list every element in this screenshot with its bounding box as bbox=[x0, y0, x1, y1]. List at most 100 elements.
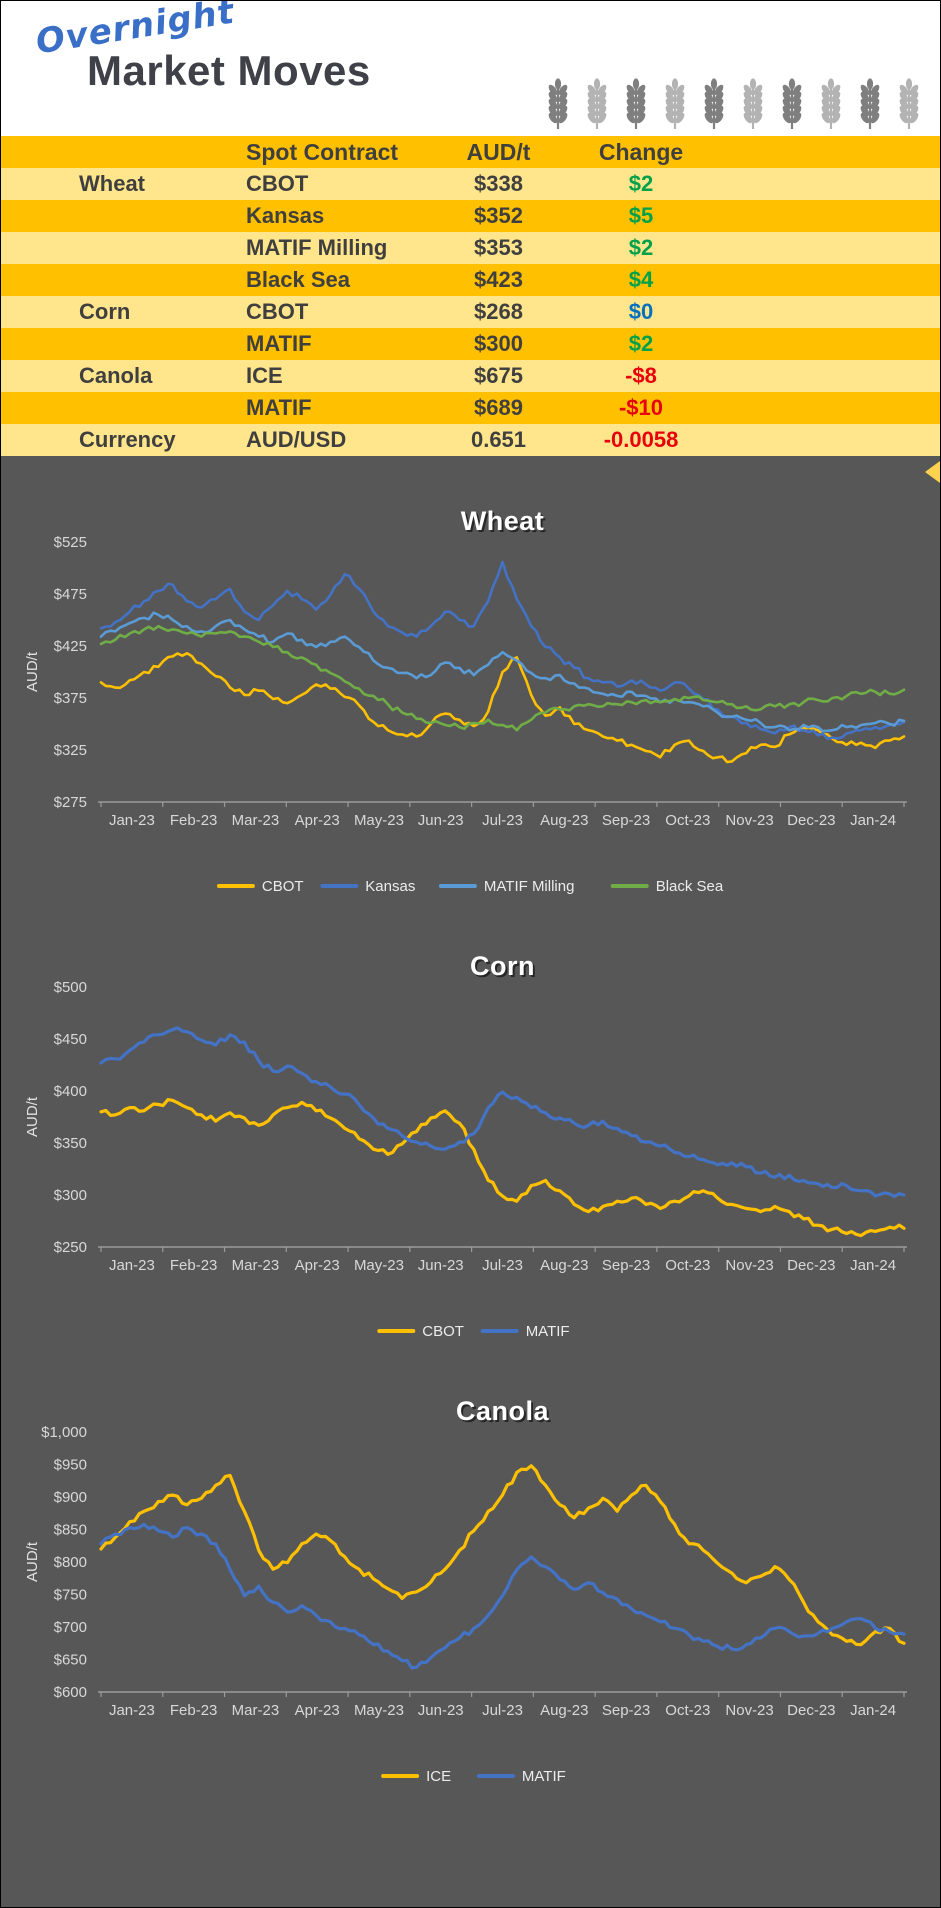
x-tick-label: Apr-23 bbox=[295, 812, 340, 829]
canola-chart-svg: $600 $650 $700 $750 $800 $850 $900 $950 $1,000 AU… bbox=[24, 1396, 907, 1785]
y-tick-label: $275 bbox=[54, 794, 87, 811]
legend-label: MATIF bbox=[522, 1768, 566, 1785]
table-header-spot-contract: Spot Contract bbox=[246, 138, 399, 165]
legend-item-matif-milling: MATIF Milling bbox=[438, 878, 575, 895]
wheat-chart-svg: $275 $325 $375 $425 $475 $525 AUD/t Jan-23 Feb-2… bbox=[24, 506, 907, 895]
commodity-group-label: Canola bbox=[79, 363, 153, 388]
wheat-ear-icon bbox=[704, 78, 724, 129]
y-tick-label: $850 bbox=[54, 1522, 87, 1539]
series-line-matif bbox=[99, 1026, 906, 1199]
chart-title-shadow: Canola bbox=[458, 1398, 552, 1428]
y-axis-title: AUD/t bbox=[24, 651, 41, 692]
contract-label: Kansas bbox=[246, 203, 325, 228]
wheat-chart: $275 $325 $375 $425 $475 $525 AUD/t Jan-23 Feb-2… bbox=[1, 484, 940, 929]
price-value: $689 bbox=[474, 395, 523, 420]
contract-label: MATIF Milling bbox=[246, 235, 388, 260]
y-tick-label: $950 bbox=[54, 1457, 87, 1474]
corner-accent bbox=[925, 461, 940, 483]
y-tick-label: $650 bbox=[54, 1652, 87, 1669]
y-tick-label: $300 bbox=[54, 1187, 87, 1204]
charts-section: $275 $325 $375 $425 $475 $525 AUD/t Jan-23 Feb-2… bbox=[1, 456, 940, 1907]
table-row: Currency AUD/USD 0.651 -0.0058 bbox=[1, 424, 940, 456]
x-tick-label: Apr-23 bbox=[295, 1257, 340, 1274]
price-value: $675 bbox=[474, 363, 523, 388]
table-header-row: Spot Contract AUD/t Change bbox=[1, 136, 940, 168]
wheat-ear-icon bbox=[821, 78, 841, 129]
legend-item-kansas: Kansas bbox=[320, 878, 415, 895]
wheat-ear-icon bbox=[743, 78, 763, 129]
x-tick-label: Jun-23 bbox=[418, 1702, 464, 1719]
legend-item-cbot: CBOT bbox=[377, 1323, 464, 1340]
x-tick-label: Aug-23 bbox=[540, 1257, 588, 1274]
y-tick-label: $800 bbox=[54, 1554, 87, 1571]
x-tick-label: Apr-23 bbox=[295, 1702, 340, 1719]
change-value: $4 bbox=[628, 267, 654, 292]
y-axis-title: AUD/t bbox=[24, 1096, 41, 1137]
table-row: MATIF $689 -$10 bbox=[1, 392, 940, 424]
x-tick-label: Mar-23 bbox=[232, 1257, 280, 1274]
x-tick-label: Oct-23 bbox=[665, 1257, 710, 1274]
contract-label: ICE bbox=[246, 363, 283, 388]
y-tick-label: $525 bbox=[54, 534, 87, 551]
table-header-change: Change bbox=[598, 138, 684, 165]
x-tick-label: Sep-23 bbox=[602, 812, 650, 829]
chart-title-shadow: Corn bbox=[472, 953, 537, 983]
wheat-icons bbox=[545, 78, 922, 132]
wheat-ear-icon bbox=[899, 78, 919, 129]
x-tick-label: Sep-23 bbox=[602, 1257, 650, 1274]
series-line-matif bbox=[99, 1522, 906, 1670]
x-tick-label: Feb-23 bbox=[170, 1257, 218, 1274]
y-tick-label: $350 bbox=[54, 1135, 87, 1152]
price-value: $423 bbox=[474, 267, 523, 292]
change-value: -0.0058 bbox=[603, 427, 679, 452]
table-row: Canola ICE $675 -$8 bbox=[1, 360, 940, 392]
legend-label: CBOT bbox=[422, 1323, 464, 1340]
price-value: 0.651 bbox=[470, 427, 527, 452]
x-tick-label: Nov-23 bbox=[725, 1257, 773, 1274]
report-header: Overnight Market Moves bbox=[1, 1, 940, 136]
table-row: Kansas $352 $5 bbox=[1, 200, 940, 232]
chart-title: Corn bbox=[470, 951, 535, 981]
x-tick-label: Nov-23 bbox=[725, 812, 773, 829]
wheat-ear-icon bbox=[665, 78, 685, 129]
chart-title: Wheat bbox=[461, 506, 545, 536]
y-tick-label: $750 bbox=[54, 1587, 87, 1604]
y-tick-label: $425 bbox=[54, 638, 87, 655]
y-tick-label: $325 bbox=[54, 742, 87, 759]
x-tick-label: Feb-23 bbox=[170, 1702, 218, 1719]
x-tick-label: Jan-23 bbox=[109, 1702, 155, 1719]
y-tick-label: $1,000 bbox=[41, 1424, 87, 1441]
wheat-ear-icon bbox=[782, 78, 802, 129]
change-value: $2 bbox=[628, 331, 654, 356]
chart-title-shadow: Wheat bbox=[463, 508, 547, 538]
x-tick-label: Nov-23 bbox=[725, 1702, 773, 1719]
legend-item-matif: MATIF bbox=[480, 1323, 570, 1340]
y-tick-label: $400 bbox=[54, 1083, 87, 1100]
x-tick-label: May-23 bbox=[354, 1702, 404, 1719]
y-tick-label: $700 bbox=[54, 1619, 87, 1636]
table-row: Corn CBOT $268 $0 bbox=[1, 296, 940, 328]
price-value: $352 bbox=[474, 203, 523, 228]
y-tick-label: $900 bbox=[54, 1489, 87, 1506]
x-tick-label: Jan-24 bbox=[850, 1702, 896, 1719]
y-tick-label: $250 bbox=[54, 1239, 87, 1256]
x-tick-label: Dec-23 bbox=[787, 812, 835, 829]
contract-label: AUD/USD bbox=[246, 427, 347, 452]
x-tick-label: Jan-24 bbox=[850, 812, 896, 829]
table-row: MATIF $300 $2 bbox=[1, 328, 940, 360]
y-tick-label: $500 bbox=[54, 979, 87, 996]
legend-label: MATIF Milling bbox=[484, 878, 575, 895]
corn-chart-svg: $250 $300 $350 $400 $450 $500 AUD/t Jan-23 Feb-2… bbox=[24, 951, 907, 1340]
wheat-ear-icon bbox=[548, 78, 568, 129]
price-table: Spot Contract AUD/t Change Wheat CBOT $338… bbox=[1, 136, 940, 456]
commodity-group-label: Wheat bbox=[79, 171, 145, 196]
series-line-ice bbox=[99, 1464, 906, 1647]
x-tick-label: Mar-23 bbox=[232, 1702, 280, 1719]
wheat-ear-icon bbox=[626, 78, 646, 129]
price-value: $338 bbox=[474, 171, 523, 196]
contract-label: Black Sea bbox=[246, 267, 350, 292]
table-row: Wheat CBOT $338 $2 bbox=[1, 168, 940, 200]
canola-chart: $600 $650 $700 $750 $800 $850 $900 $950 $1,000 AU… bbox=[1, 1374, 940, 1819]
x-tick-label: May-23 bbox=[354, 1257, 404, 1274]
x-tick-label: May-23 bbox=[354, 812, 404, 829]
